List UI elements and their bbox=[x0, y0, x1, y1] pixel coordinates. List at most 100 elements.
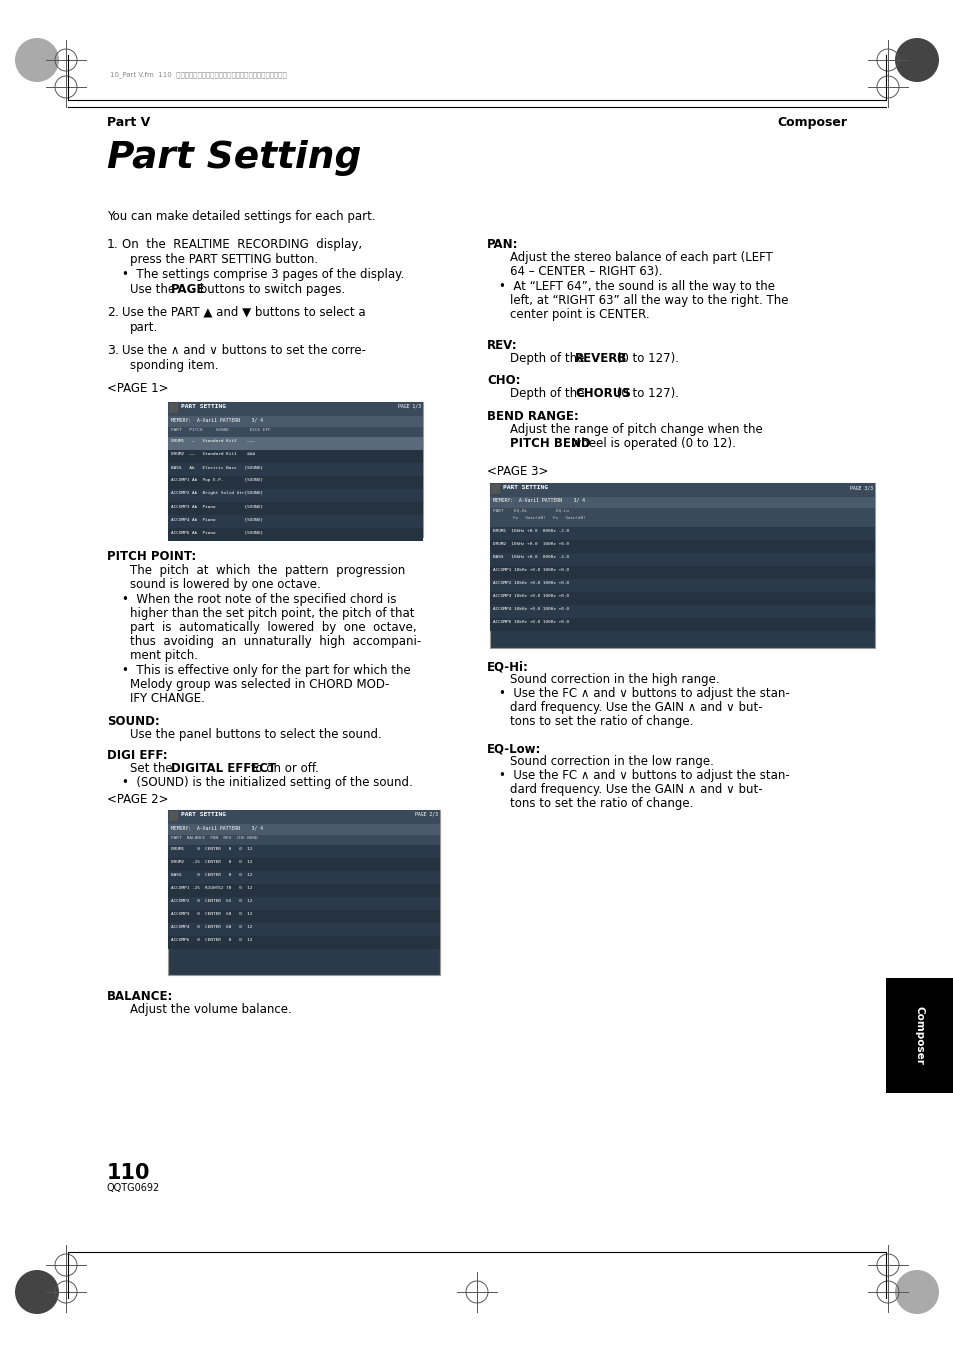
Text: BEND RANGE:: BEND RANGE: bbox=[486, 409, 578, 423]
Text: PAGE 2/3: PAGE 2/3 bbox=[415, 812, 437, 817]
Text: Composer: Composer bbox=[776, 116, 846, 128]
Bar bbox=[168, 911, 439, 923]
Text: 64 – CENTER – RIGHT 63).: 64 – CENTER – RIGHT 63). bbox=[510, 265, 661, 278]
Bar bbox=[168, 403, 422, 536]
Text: Sound correction in the low range.: Sound correction in the low range. bbox=[510, 755, 713, 767]
Text: ACCOMP6   0  CENTER   0   0  12: ACCOMP6 0 CENTER 0 0 12 bbox=[171, 938, 253, 942]
Text: Use the PART ▲ and ▼ buttons to select a: Use the PART ▲ and ▼ buttons to select a bbox=[122, 305, 365, 319]
Circle shape bbox=[15, 38, 59, 82]
Text: Sound correction in the high range.: Sound correction in the high range. bbox=[510, 673, 719, 686]
Bar bbox=[490, 592, 874, 605]
Text: ACCOMP6 10kHz +0.0 100Hz +0.0: ACCOMP6 10kHz +0.0 100Hz +0.0 bbox=[493, 620, 569, 624]
Bar bbox=[168, 403, 422, 416]
Text: <PAGE 2>: <PAGE 2> bbox=[107, 793, 169, 807]
Bar bbox=[168, 811, 439, 975]
Bar bbox=[168, 503, 422, 515]
Text: ACCOMP4   0  CENTER  68   0  12: ACCOMP4 0 CENTER 68 0 12 bbox=[171, 925, 253, 929]
Text: DRUM2  ——   Standard Kit1    ≡≡≡: DRUM2 —— Standard Kit1 ≡≡≡ bbox=[171, 453, 254, 457]
Text: •  At “LEFT 64”, the sound is all the way to the: • At “LEFT 64”, the sound is all the way… bbox=[498, 280, 774, 293]
Text: •  Use the FC ∧ and ∨ buttons to adjust the stan-: • Use the FC ∧ and ∨ buttons to adjust t… bbox=[498, 769, 789, 782]
Text: ACCOMP2 10kHz +0.0 100Hz +0.0: ACCOMP2 10kHz +0.0 100Hz +0.0 bbox=[493, 581, 569, 585]
Text: Melody group was selected in CHORD MOD-: Melody group was selected in CHORD MOD- bbox=[130, 678, 389, 690]
Text: 110: 110 bbox=[107, 1163, 151, 1183]
Text: BASS      0  CENTER   0   0  12: BASS 0 CENTER 0 0 12 bbox=[171, 873, 253, 877]
Text: EQ-Low:: EQ-Low: bbox=[486, 742, 540, 755]
Bar bbox=[168, 858, 439, 871]
Text: tons to set the ratio of change.: tons to set the ratio of change. bbox=[510, 715, 693, 728]
Bar bbox=[490, 508, 874, 527]
Text: On  the  REALTIME  RECORDING  display,: On the REALTIME RECORDING display, bbox=[122, 238, 362, 251]
Text: ACCOMP1 10kHz +0.0 100Hz +0.0: ACCOMP1 10kHz +0.0 100Hz +0.0 bbox=[493, 567, 569, 571]
Text: •  The settings comprise 3 pages of the display.: • The settings comprise 3 pages of the d… bbox=[122, 267, 404, 281]
Bar bbox=[168, 476, 422, 489]
Text: to on or off.: to on or off. bbox=[247, 762, 318, 775]
Text: wheel is operated (0 to 12).: wheel is operated (0 to 12). bbox=[567, 436, 735, 450]
Bar bbox=[168, 835, 439, 844]
Text: <PAGE 3>: <PAGE 3> bbox=[486, 465, 548, 478]
Text: PART   PITCH     SOUND        DIGI EFF: PART PITCH SOUND DIGI EFF bbox=[171, 428, 271, 432]
Text: DRUM1     0  CENTER   0   0  12: DRUM1 0 CENTER 0 0 12 bbox=[171, 847, 253, 851]
Text: DIGI EFF:: DIGI EFF: bbox=[107, 748, 168, 762]
Text: REVERB: REVERB bbox=[575, 353, 627, 365]
Text: sound is lowered by one octave.: sound is lowered by one octave. bbox=[130, 578, 320, 590]
Text: PAGE: PAGE bbox=[171, 282, 205, 296]
Text: PAGE 1/3: PAGE 1/3 bbox=[397, 404, 420, 409]
Text: ACCOMP6 Ab  Piano           {SOUND}: ACCOMP6 Ab Piano {SOUND} bbox=[171, 530, 263, 534]
Text: ACCOMP1 Ab  Pop E.P.        {SOUND}: ACCOMP1 Ab Pop E.P. {SOUND} bbox=[171, 478, 263, 482]
Text: BALANCE:: BALANCE: bbox=[107, 990, 173, 1002]
Bar bbox=[885, 978, 953, 1093]
Text: Composer: Composer bbox=[914, 1005, 924, 1065]
Text: Depth of the: Depth of the bbox=[510, 386, 587, 400]
Text: (0 to 127).: (0 to 127). bbox=[613, 353, 679, 365]
Text: Use the panel buttons to select the sound.: Use the panel buttons to select the soun… bbox=[130, 728, 381, 740]
Text: ACCOMP3 10kHz +0.0 100Hz +0.0: ACCOMP3 10kHz +0.0 100Hz +0.0 bbox=[493, 594, 569, 598]
Bar bbox=[490, 527, 874, 540]
Bar bbox=[490, 617, 874, 631]
Text: Part V: Part V bbox=[107, 116, 150, 128]
Text: part.: part. bbox=[130, 322, 158, 334]
Bar bbox=[168, 897, 439, 911]
Text: Fo   Gain(dB)   Fo   Gain(dB): Fo Gain(dB) Fo Gain(dB) bbox=[493, 516, 585, 520]
Text: left, at “RIGHT 63” all the way to the right. The: left, at “RIGHT 63” all the way to the r… bbox=[510, 295, 788, 307]
Text: ACCOMP2 Ab  Bright Solid Gtr{SOUND}: ACCOMP2 Ab Bright Solid Gtr{SOUND} bbox=[171, 490, 263, 494]
Bar bbox=[168, 871, 439, 884]
Text: buttons to switch pages.: buttons to switch pages. bbox=[195, 282, 345, 296]
Text: •  This is effective only for the part for which the: • This is effective only for the part fo… bbox=[122, 663, 411, 677]
Bar bbox=[168, 427, 422, 436]
Text: BASS   Ab   Electric Bass   {SOUND}: BASS Ab Electric Bass {SOUND} bbox=[171, 465, 263, 469]
Text: The  pitch  at  which  the  pattern  progression: The pitch at which the pattern progressi… bbox=[130, 563, 405, 577]
Bar bbox=[168, 824, 439, 835]
Text: higher than the set pitch point, the pitch of that: higher than the set pitch point, the pit… bbox=[130, 607, 414, 620]
Text: 2.: 2. bbox=[107, 305, 119, 319]
Bar bbox=[490, 484, 874, 648]
Text: Set the: Set the bbox=[130, 762, 176, 775]
Bar bbox=[490, 566, 874, 580]
Text: REV:: REV: bbox=[486, 339, 517, 353]
Bar bbox=[490, 497, 874, 508]
Text: Adjust the stereo balance of each part (LEFT: Adjust the stereo balance of each part (… bbox=[510, 251, 772, 263]
Bar bbox=[168, 811, 439, 824]
Text: SOUND:: SOUND: bbox=[107, 715, 159, 728]
Bar bbox=[168, 528, 422, 540]
Text: PITCH POINT:: PITCH POINT: bbox=[107, 550, 196, 563]
Text: MEMORY:  A-Vari1 PATTERN    3/ 4: MEMORY: A-Vari1 PATTERN 3/ 4 bbox=[493, 499, 584, 503]
Text: sponding item.: sponding item. bbox=[130, 359, 218, 372]
Bar bbox=[491, 484, 499, 494]
Text: ment pitch.: ment pitch. bbox=[130, 648, 198, 662]
Bar bbox=[168, 844, 439, 858]
Bar bbox=[168, 923, 439, 936]
Text: DRUM1   —   Standard Kit2    ———: DRUM1 — Standard Kit2 ——— bbox=[171, 439, 254, 443]
Text: ACCOMP2   0  CENTER  65   0  12: ACCOMP2 0 CENTER 65 0 12 bbox=[171, 898, 253, 902]
Text: PART    EQ-Hi           EQ-Lo: PART EQ-Hi EQ-Lo bbox=[493, 509, 569, 513]
Text: Adjust the range of pitch change when the: Adjust the range of pitch change when th… bbox=[510, 423, 762, 436]
Text: Use the ∧ and ∨ buttons to set the corre-: Use the ∧ and ∨ buttons to set the corre… bbox=[122, 345, 366, 357]
Text: <PAGE 1>: <PAGE 1> bbox=[107, 382, 169, 394]
Text: IFY CHANGE.: IFY CHANGE. bbox=[130, 692, 205, 705]
Text: PART  BALANCE  PAN  REV  CHO BEND: PART BALANCE PAN REV CHO BEND bbox=[171, 836, 257, 840]
Text: Use the: Use the bbox=[130, 282, 178, 296]
Text: DRUM1  10kHz +0.0  800Hz -2.0: DRUM1 10kHz +0.0 800Hz -2.0 bbox=[493, 530, 569, 534]
Bar bbox=[168, 450, 422, 463]
Text: DIGITAL EFFECT: DIGITAL EFFECT bbox=[171, 762, 275, 775]
Text: MEMORY:  A-Vari1 PATTERN    3/ 4: MEMORY: A-Vari1 PATTERN 3/ 4 bbox=[171, 417, 263, 422]
Text: ACCOMP4 10kHz +0.0 100Hz +0.0: ACCOMP4 10kHz +0.0 100Hz +0.0 bbox=[493, 607, 569, 611]
